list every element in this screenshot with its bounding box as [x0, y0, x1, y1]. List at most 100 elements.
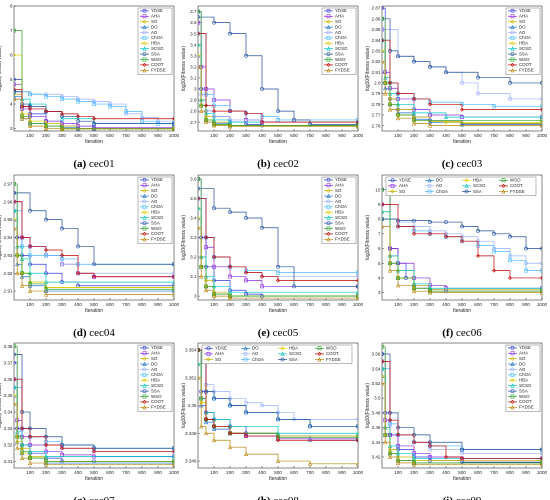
x-tick-label: 500: [90, 133, 98, 138]
x-tick-label: 200: [42, 470, 50, 475]
data-point-ssa: [382, 352, 384, 356]
y-tick-label: 2.82: [372, 59, 381, 64]
y-axis-label: log10(Fitness value): [0, 215, 3, 260]
x-tick-label: 200: [226, 470, 234, 475]
x-tick-label: 900: [338, 470, 346, 475]
data-point-hba: [198, 215, 201, 220]
data-point-fydse: [198, 375, 201, 380]
data-point-coot: [475, 253, 481, 258]
legend-marker: [510, 24, 515, 29]
data-point-ssa: [292, 118, 296, 122]
data-point-ssa: [524, 246, 528, 251]
panel-letter: (c): [442, 158, 455, 170]
legend-label: SCSO: [151, 46, 164, 51]
legend-marker: [510, 52, 515, 57]
legend-label: ChOA: [151, 204, 163, 209]
data-point-coot: [355, 120, 358, 125]
data-point-ao: [172, 119, 174, 124]
x-tick-label: 600: [290, 133, 298, 138]
series-line-aha: [382, 29, 542, 118]
legend-label: FYDSE: [335, 237, 350, 242]
legend-marker: [142, 193, 147, 198]
data-point-fydse: [199, 424, 204, 429]
legend-marker: [142, 46, 147, 51]
y-tick-label: 3: [10, 126, 13, 131]
x-tick-label: 800: [322, 133, 330, 138]
data-point-fydse: [382, 224, 385, 229]
data-point-fydse: [355, 461, 358, 466]
data-point-coot: [427, 102, 433, 107]
data-point-coot: [491, 268, 497, 273]
data-point-fydse: [211, 437, 217, 443]
y-axis-label: log10(Fitness value): [0, 383, 3, 428]
x-tick-label: 1000: [353, 302, 364, 307]
x-tick-label: 500: [458, 470, 466, 475]
x-tick-label: 300: [58, 133, 66, 138]
legend-label: AO: [151, 199, 158, 204]
legend-label: SCSO: [151, 215, 164, 220]
legend-label: SO: [335, 188, 342, 193]
x-tick-label: 1000: [169, 133, 180, 138]
y-tick-label: 3.5: [190, 196, 197, 201]
data-point-ssa: [228, 403, 232, 408]
data-point-choa: [76, 99, 80, 104]
data-point-coot: [395, 432, 401, 437]
data-point-choa: [540, 104, 542, 109]
data-point-fydse: [395, 115, 401, 121]
series-group: [14, 344, 174, 467]
data-point-choa: [124, 109, 128, 114]
legend-label: ChOA: [436, 189, 448, 194]
data-point-ssa: [508, 81, 512, 85]
data-point-aha: [228, 274, 232, 279]
data-point-coot: [75, 114, 81, 119]
x-tick-label: 300: [242, 133, 250, 138]
legend-box: [321, 7, 357, 76]
x-axis-label: Iteration: [85, 308, 103, 314]
data-point-fydse: [227, 124, 233, 129]
data-point-wso: [356, 294, 358, 298]
x-axis-label: Iteration: [85, 476, 103, 482]
legend-label: AHA: [151, 14, 160, 19]
panel-letter: (d): [73, 327, 87, 339]
data-point-ao: [476, 91, 480, 96]
y-tick-label: 8: [378, 217, 381, 222]
series-group: [382, 344, 542, 467]
y-tick-label: 2.91: [4, 289, 13, 294]
x-tick-label: 600: [290, 470, 298, 475]
panel-letter: (b): [257, 158, 271, 170]
legend-label: WSO: [151, 226, 162, 231]
legend-label: SCSO: [519, 46, 532, 51]
data-point-so: [427, 119, 433, 124]
data-point-fydse: [19, 455, 25, 461]
series-group: [382, 6, 542, 128]
y-tick-label: 3.7: [190, 9, 197, 14]
x-tick-label: 800: [322, 470, 330, 475]
data-point-coot: [382, 202, 385, 207]
data-point-ssa: [460, 447, 464, 452]
panel-name: cec03: [454, 158, 483, 170]
data-point-hba: [382, 217, 385, 222]
x-tick-label: 200: [410, 133, 418, 138]
legend-marker: [142, 345, 147, 350]
x-tick-label: 400: [442, 470, 450, 475]
legend-marker: [317, 357, 322, 362]
data-point-fydse: [198, 64, 201, 69]
legend-label: SCSO: [335, 46, 348, 51]
legend-box: [137, 7, 173, 76]
data-point-fydse: [395, 283, 401, 288]
data-point-coot: [427, 443, 433, 448]
data-point-coot: [539, 456, 542, 461]
panel-caption: (a) cec01: [73, 158, 114, 170]
data-point-ssa: [212, 20, 216, 25]
x-tick-label: 800: [506, 133, 514, 138]
x-tick-label: 800: [138, 302, 146, 307]
legend-label: AO: [151, 367, 158, 372]
data-point-scso: [355, 289, 358, 295]
legend-marker: [142, 210, 147, 215]
data-point-coot: [91, 116, 97, 121]
legend-label: HBA: [151, 378, 160, 383]
legend-label: FYDSE: [326, 357, 341, 362]
